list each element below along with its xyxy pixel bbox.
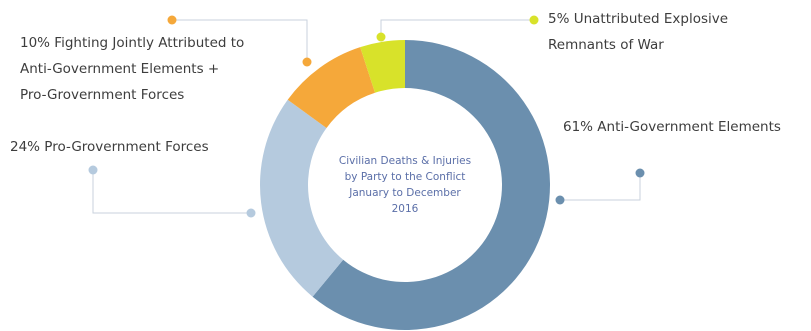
slice-label-1: 61% Anti-Government Elements [563, 119, 781, 135]
leader-line-2 [92, 170, 251, 214]
end-dot-2 [88, 165, 98, 175]
marker-dot-3 [302, 57, 312, 67]
slice-label-3: 10% Fighting Jointly Attributed to Anti-G… [20, 35, 244, 103]
marker-dot-4 [376, 32, 386, 42]
leader-line-1 [560, 173, 641, 201]
leader-line-4 [380, 19, 534, 37]
donut-slices [260, 40, 550, 331]
end-dot-4 [529, 15, 539, 25]
slice-4 [360, 40, 405, 93]
marker-dot-2 [246, 208, 256, 218]
leader-line-3 [172, 19, 308, 62]
slice-label-2: 24% Pro-Grovernment Forces [10, 139, 209, 155]
slice-labels: 61% Anti-Government Elements 24% Pro-Grov… [10, 11, 781, 155]
end-dot-3 [167, 15, 177, 25]
slice-3 [287, 47, 376, 128]
slice-label-4: 5% Unattributed Explosive Remnants of War [548, 11, 728, 53]
center-label: Civilian Deaths & Injuries by Party to th… [339, 155, 471, 215]
slice-2 [260, 99, 344, 297]
marker-dot-1 [555, 195, 565, 205]
slice-1 [312, 40, 550, 331]
end-dot-1 [635, 168, 645, 178]
leader-lines [88, 15, 645, 218]
